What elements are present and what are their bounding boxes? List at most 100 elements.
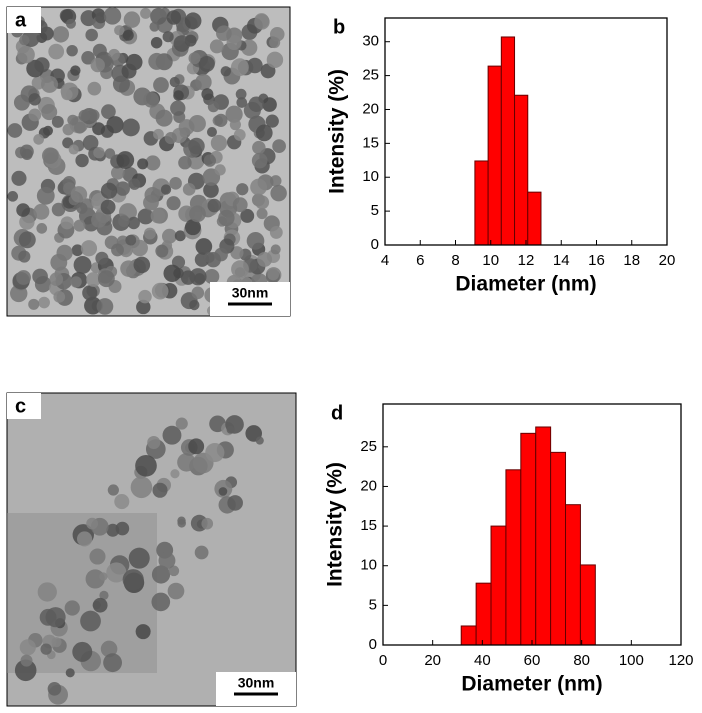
particle [118,215,130,228]
particle [103,7,122,25]
particle [16,203,30,217]
particle [143,194,159,211]
particle [248,96,265,113]
particle [136,299,151,315]
particle [270,244,281,255]
particle [203,154,217,167]
particle [206,126,217,137]
particle [100,640,118,658]
particle [41,104,58,121]
particle [240,208,255,223]
particle [250,178,268,196]
particle [216,25,232,42]
particle [152,482,168,498]
particle [104,148,116,159]
y-tick-label: 25 [360,438,377,455]
particle [82,135,99,151]
y-axis-label: Intensity (%) [326,69,349,194]
particle [34,57,50,73]
particle [174,230,186,242]
x-tick-label: 18 [623,252,640,269]
particle [153,77,169,93]
tem-image: c 30nm [6,392,297,707]
particle [37,582,57,602]
particle [269,225,283,239]
particle [272,139,286,153]
particle [19,144,34,159]
particle [252,140,266,155]
particle [201,88,214,101]
panel-label: d [331,402,343,424]
particle [81,50,95,65]
particle [97,270,115,288]
particle [19,34,30,46]
particle [162,228,177,244]
particle [189,299,200,311]
particle [51,115,64,128]
particle [153,128,164,140]
particle [155,109,173,127]
particle [128,178,141,190]
y-tick-label: 0 [369,636,377,653]
particle [73,121,86,134]
particle [214,164,226,176]
x-tick-label: 8 [451,252,459,269]
particle [230,58,249,77]
particle [70,65,81,76]
particle [162,31,174,43]
particle [33,134,44,145]
particle [201,517,214,530]
label-box [7,393,41,419]
particle [175,417,188,430]
particle [92,597,108,613]
particle [191,286,205,300]
y-tick-label: 5 [371,202,379,219]
particle [90,57,105,73]
particle [236,97,248,108]
particle [166,10,182,25]
particle [32,268,48,285]
particle [7,191,19,202]
particle [82,285,98,301]
particle [235,88,247,100]
x-tick-label: 16 [588,252,605,269]
x-tick-label: 100 [619,652,644,669]
particle [169,177,182,190]
particle [62,123,75,136]
bar [579,564,596,646]
particle [66,44,78,57]
scale-box [210,282,290,316]
particle [162,425,182,445]
x-tick-label: 20 [424,652,441,669]
particle [52,26,70,43]
y-tick-label: 20 [360,477,377,494]
x-tick-label: 40 [474,652,491,669]
particle [254,14,270,30]
particle [207,198,222,213]
particle [195,73,212,91]
particle [130,476,153,499]
bar [520,432,537,646]
particle [163,264,181,283]
particle [92,122,106,136]
particle [166,196,181,211]
particle [184,219,201,236]
particle [149,21,160,32]
particle [62,137,74,149]
particle [168,565,180,577]
particle [188,438,205,455]
particle [115,181,130,196]
y-tick-label: 15 [360,517,377,534]
particle [204,268,220,284]
particle [95,12,107,24]
particle [85,28,98,42]
x-tick-label: 0 [379,652,387,669]
particle [255,195,270,210]
particle [87,81,102,96]
particle [61,88,73,101]
particle [33,203,50,220]
particle [49,272,64,286]
particle [36,223,48,234]
particle [207,101,220,113]
particle [121,63,137,79]
